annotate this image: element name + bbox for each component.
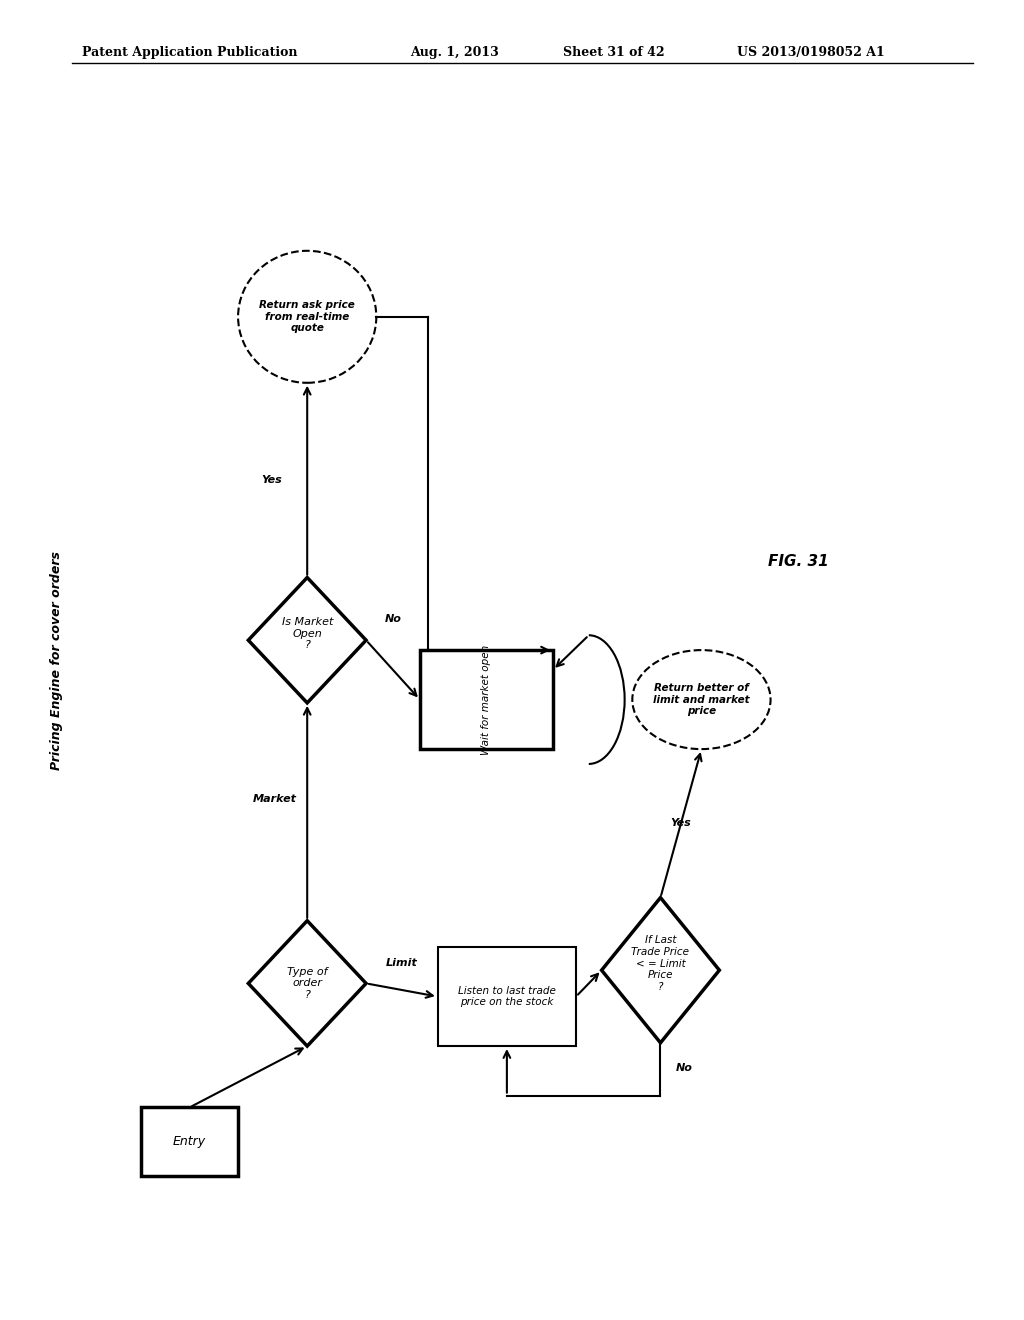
Text: Wait for market open: Wait for market open bbox=[481, 644, 492, 755]
Text: Entry: Entry bbox=[173, 1135, 206, 1148]
Text: No: No bbox=[676, 1063, 692, 1073]
Bar bbox=[438, 948, 575, 1045]
Text: Pricing Engine for cover orders: Pricing Engine for cover orders bbox=[50, 550, 62, 770]
Text: FIG. 31: FIG. 31 bbox=[768, 553, 829, 569]
Text: Listen to last trade
price on the stock: Listen to last trade price on the stock bbox=[458, 986, 556, 1007]
Text: Aug. 1, 2013: Aug. 1, 2013 bbox=[410, 46, 499, 59]
Bar bbox=[420, 651, 553, 750]
Text: If Last
Trade Price
< = Limit
Price
?: If Last Trade Price < = Limit Price ? bbox=[632, 936, 689, 991]
Text: Return ask price
from real-time
quote: Return ask price from real-time quote bbox=[259, 300, 355, 334]
Text: Patent Application Publication: Patent Application Publication bbox=[82, 46, 297, 59]
Text: Yes: Yes bbox=[671, 818, 691, 829]
Text: Limit: Limit bbox=[386, 957, 418, 968]
Text: Yes: Yes bbox=[261, 475, 282, 486]
Text: Sheet 31 of 42: Sheet 31 of 42 bbox=[563, 46, 665, 59]
Text: Market: Market bbox=[253, 793, 297, 804]
Text: Return better of
limit and market
price: Return better of limit and market price bbox=[653, 682, 750, 717]
Text: No: No bbox=[385, 614, 401, 624]
Text: US 2013/0198052 A1: US 2013/0198052 A1 bbox=[737, 46, 885, 59]
Bar bbox=[141, 1107, 238, 1176]
Text: Is Market
Open
?: Is Market Open ? bbox=[282, 616, 333, 651]
Text: Type of
order
?: Type of order ? bbox=[287, 966, 328, 1001]
